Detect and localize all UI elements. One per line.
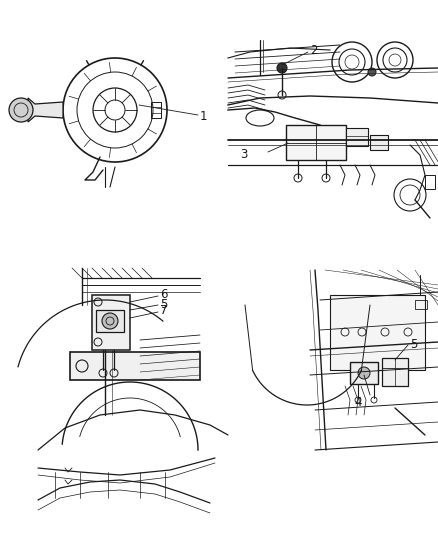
- Text: 2: 2: [310, 44, 318, 58]
- Bar: [92, 295, 130, 350]
- Bar: [151, 102, 161, 118]
- Polygon shape: [28, 98, 63, 122]
- Text: 6: 6: [160, 288, 167, 302]
- Circle shape: [368, 68, 376, 76]
- Circle shape: [102, 313, 118, 329]
- Bar: [382, 358, 408, 386]
- Text: 1: 1: [200, 109, 208, 123]
- Text: 3: 3: [240, 149, 248, 161]
- Bar: [415, 300, 427, 309]
- Circle shape: [358, 367, 370, 379]
- Circle shape: [277, 63, 287, 73]
- Circle shape: [9, 98, 33, 122]
- Text: 5: 5: [410, 337, 417, 351]
- Text: 5: 5: [160, 297, 167, 311]
- Text: 7: 7: [160, 304, 167, 318]
- Bar: [346, 128, 368, 146]
- Bar: [96, 310, 124, 332]
- Bar: [425, 175, 435, 189]
- Bar: [286, 125, 346, 160]
- Text: 4: 4: [354, 397, 362, 409]
- Bar: [370, 135, 388, 150]
- Bar: [330, 295, 425, 370]
- Bar: [70, 352, 200, 380]
- Bar: [350, 362, 378, 384]
